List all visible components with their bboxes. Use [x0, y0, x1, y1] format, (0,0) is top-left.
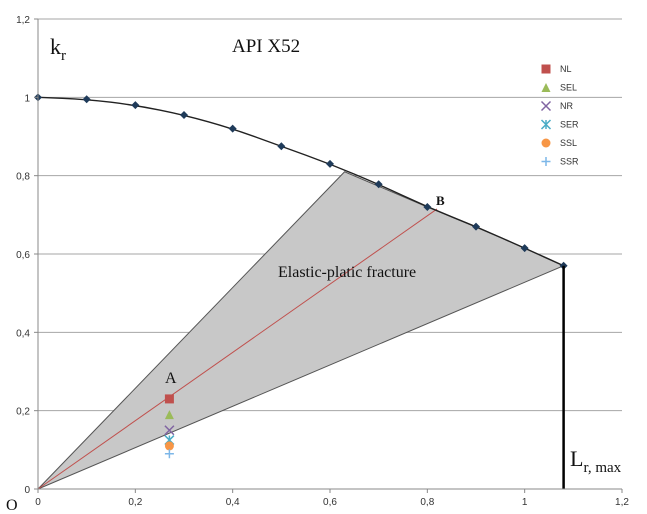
curve-markers — [34, 93, 568, 270]
chart-title: API X52 — [232, 36, 300, 57]
curve-point-10 — [520, 244, 529, 253]
curve-point-2 — [131, 101, 140, 110]
x-tick-label-5: 1 — [522, 497, 528, 508]
data-point-ssl — [164, 441, 174, 451]
legend-label-sel: SEL — [560, 83, 577, 93]
data-point-nl — [164, 394, 174, 404]
legend-label-ssl: SSL — [560, 138, 577, 148]
legend-marker-ssr — [541, 157, 551, 166]
legend-marker-nl — [541, 64, 551, 74]
legend: NL SEL NR SER SSL SSR — [540, 64, 579, 167]
legend-label-ssr: SSR — [560, 157, 579, 167]
x-tick-label-4: 0,8 — [420, 497, 434, 508]
legend-label-nl: NL — [560, 64, 572, 74]
curve-point-1 — [82, 95, 91, 104]
data-point-sel — [164, 410, 174, 420]
curve-point-4 — [228, 124, 237, 133]
point-a-label: A — [165, 370, 177, 387]
data-points — [164, 394, 175, 459]
x-tick-label-2: 0,4 — [226, 497, 240, 508]
elastic-plastic-region — [37, 171, 565, 490]
y-tick-label-5: 1 — [24, 93, 30, 104]
y-axis-label-base: k — [50, 34, 61, 59]
curve-point-3 — [180, 110, 188, 119]
legend-marker-sel — [541, 83, 551, 92]
x-tick-labels: 0 0,2 0,4 0,6 0,8 1 1,2 — [35, 489, 629, 508]
data-point-ssr — [164, 449, 174, 459]
legend-label-nr: NR — [560, 101, 573, 111]
y-axis-label-sub: r — [61, 48, 66, 64]
x-axis-label-base: L — [570, 446, 583, 471]
x-tick-label-3: 0,6 — [323, 497, 337, 508]
curve-point-8 — [423, 203, 432, 211]
region-label: Elastic-platic fracture — [278, 264, 416, 281]
y-tick-label-1: 0,2 — [16, 407, 30, 418]
x-axis-label: Lr, max — [570, 446, 622, 476]
y-axis-label: kr — [50, 34, 66, 64]
curve-point-5 — [277, 142, 286, 151]
curve-point-6 — [326, 159, 334, 168]
y-tick-label-0: 0 — [24, 485, 30, 496]
legend-label-ser: SER — [560, 120, 579, 130]
origin-label: O — [6, 497, 18, 514]
point-b-label: B — [436, 193, 445, 208]
failure-assessment-curve — [37, 96, 564, 267]
y-tick-label-4: 0,8 — [16, 172, 30, 183]
legend-marker-ssl — [541, 138, 551, 148]
y-tick-label-6: 1,2 — [16, 15, 30, 26]
y-tick-label-3: 0,6 — [16, 250, 30, 261]
legend-marker-nr — [540, 100, 552, 112]
x-tick-label-6: 1,2 — [615, 497, 629, 508]
legend-marker-ser — [540, 119, 552, 130]
x-axis-label-sub: r, max — [583, 460, 621, 476]
curve-point-9 — [472, 222, 480, 231]
load-line — [37, 208, 438, 490]
curve-point-7 — [374, 180, 383, 189]
x-tick-label-1: 0,2 — [128, 497, 142, 508]
y-tick-labels: 0 0,2 0,4 0,6 0,8 1 1,2 — [16, 15, 38, 496]
y-tick-label-2: 0,4 — [16, 328, 30, 339]
data-point-nr — [164, 425, 175, 436]
x-tick-label-0: 0 — [35, 497, 41, 508]
